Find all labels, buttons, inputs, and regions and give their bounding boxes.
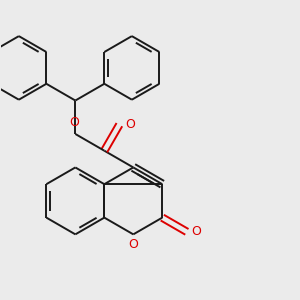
Text: O: O — [70, 116, 80, 129]
Text: O: O — [125, 118, 135, 131]
Text: O: O — [192, 225, 202, 238]
Text: O: O — [128, 238, 138, 251]
